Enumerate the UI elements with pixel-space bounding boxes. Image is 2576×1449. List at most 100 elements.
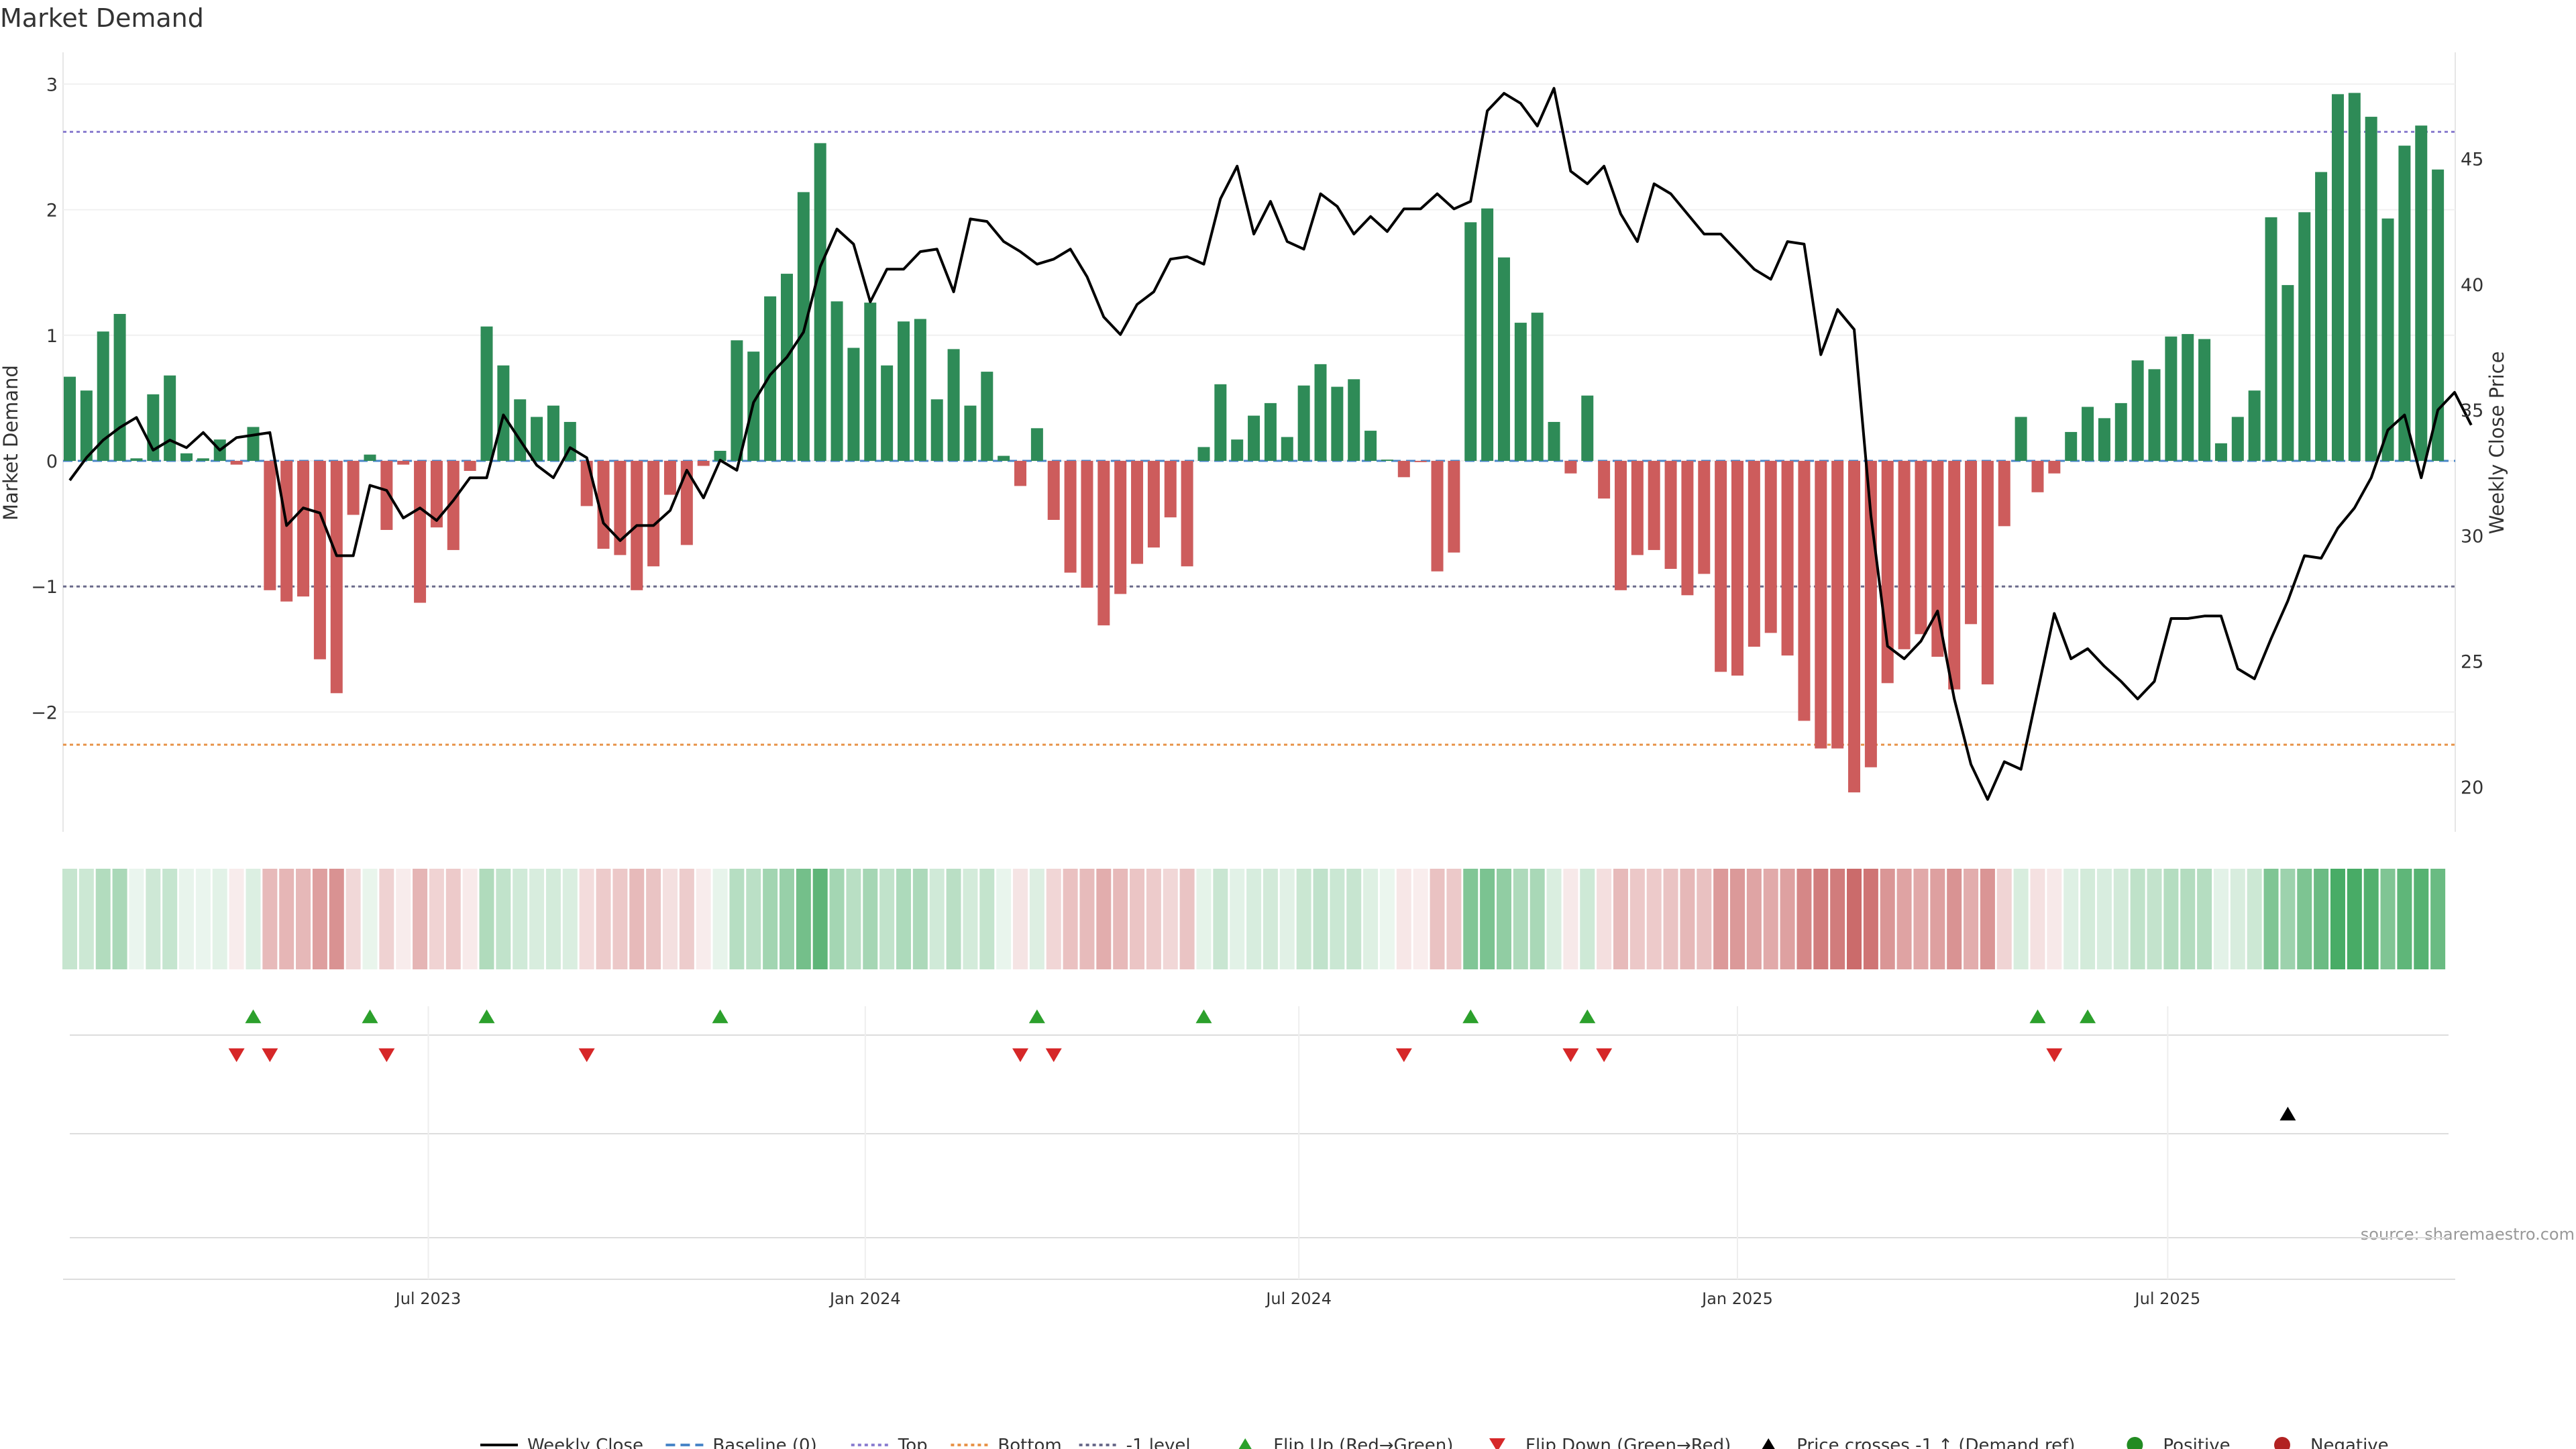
- demand-bar: [330, 461, 343, 694]
- heat-cell: [912, 869, 928, 969]
- y-tick-label-right: 35: [2461, 400, 2483, 421]
- demand-bar: [1314, 364, 1327, 461]
- demand-bar: [1281, 437, 1293, 461]
- heat-cell: [479, 869, 494, 969]
- demand-bar: [1681, 461, 1694, 596]
- demand-bar: [1381, 460, 1393, 461]
- demand-bar: [1581, 395, 1594, 461]
- heat-cell: [2197, 869, 2212, 969]
- demand-bar: [2415, 125, 2428, 461]
- demand-bar: [364, 454, 376, 461]
- heat-cell: [1546, 869, 1562, 969]
- heat-cell: [229, 869, 244, 969]
- heat-cell: [1346, 869, 1362, 969]
- demand-bar: [547, 405, 559, 461]
- y-tick-label-right: 45: [2461, 150, 2483, 170]
- heat-cell: [2314, 869, 2329, 969]
- heat-cell: [2363, 869, 2379, 969]
- demand-bar: [1531, 313, 1544, 461]
- heat-cell: [1179, 869, 1195, 969]
- demand-bar: [430, 461, 443, 528]
- heat-cell: [2163, 869, 2179, 969]
- heat-cell: [262, 869, 278, 969]
- demand-bar: [663, 461, 676, 495]
- heat-cell: [929, 869, 945, 969]
- demand-bar: [130, 458, 143, 461]
- heat-cell: [1279, 869, 1295, 969]
- heat-cell: [312, 869, 327, 969]
- source-note: source: sharemaestro.com: [2361, 1225, 2575, 1244]
- demand-bar: [1164, 461, 1177, 518]
- heat-cell: [1230, 869, 1245, 969]
- price-line-layer: [68, 87, 2473, 801]
- heat-cell: [1396, 869, 1411, 969]
- demand-bar: [264, 461, 276, 590]
- heat-cell: [78, 869, 94, 969]
- heat-cell: [179, 869, 195, 969]
- heat-cell: [529, 869, 545, 969]
- demand-bar: [2065, 431, 2078, 461]
- demand-bar: [2315, 172, 2328, 461]
- demand-bar: [464, 461, 476, 471]
- demand-bar: [1030, 428, 1043, 461]
- demand-bar: [2214, 443, 2227, 461]
- heat-cell: [212, 869, 227, 969]
- heat-cell: [1947, 869, 1962, 969]
- heat-cell: [1046, 869, 1061, 969]
- heat-cell: [1430, 869, 1445, 969]
- demand-bar: [2098, 418, 2110, 461]
- heat-cell: [696, 869, 711, 969]
- heat-cell: [513, 869, 528, 969]
- y-tick-label-left: 1: [46, 326, 58, 347]
- demand-bar: [2432, 169, 2445, 462]
- heat-cell: [62, 869, 77, 969]
- heat-cell: [879, 869, 895, 969]
- heat-cell: [1930, 869, 1945, 969]
- demand-bar: [881, 365, 894, 461]
- heat-cell: [2414, 869, 2429, 969]
- heat-cell: [413, 869, 428, 969]
- heat-cell: [796, 869, 811, 969]
- demand-bar: [2381, 218, 2394, 461]
- heat-cell: [2180, 869, 2196, 969]
- demand-bar: [2282, 284, 2294, 461]
- flip-up-marker: [1028, 1009, 1045, 1024]
- demand-bar: [247, 427, 260, 461]
- heat-cell: [445, 869, 461, 969]
- demand-bar: [830, 301, 843, 461]
- flip-down-marker: [228, 1048, 245, 1063]
- x-tick-label: Jan 2025: [1701, 1289, 1773, 1308]
- heat-cell: [2113, 869, 2129, 969]
- heat-cell: [629, 869, 645, 969]
- demand-bar: [1397, 461, 1410, 478]
- heat-cell: [1713, 869, 1729, 969]
- heat-cell: [1146, 869, 1161, 969]
- heat-cell: [2247, 869, 2262, 969]
- legend-swatch: [1238, 1438, 1252, 1449]
- demand-bar: [1848, 461, 1861, 793]
- heat-cell: [296, 869, 311, 969]
- demand-bar: [1331, 386, 1344, 461]
- demand-bar: [1214, 384, 1227, 461]
- demand-bar: [1297, 385, 1310, 461]
- x-tick-label: Jul 2024: [1265, 1289, 1332, 1308]
- x-tick-label: Jul 2023: [394, 1289, 462, 1308]
- demand-bar: [347, 461, 360, 515]
- demand-heatstrip: [62, 869, 2446, 969]
- heat-cell: [1880, 869, 1895, 969]
- demand-bar: [1831, 461, 1844, 749]
- heat-cell: [1913, 869, 1929, 969]
- y-axis-left-label: Market Demand: [0, 365, 22, 521]
- y-tick-label-right: 30: [2461, 526, 2483, 547]
- demand-bar: [680, 461, 693, 545]
- demand-bar: [780, 274, 793, 461]
- heat-cell: [863, 869, 878, 969]
- legend-label: Top: [898, 1436, 928, 1449]
- x-tick-labels: Jul 2023 Jan 2024 Jul 2024 Jan 2025 Jul 2025: [394, 1289, 2201, 1308]
- demand-bar: [1264, 402, 1277, 461]
- heat-cell: [1413, 869, 1428, 969]
- heat-cell: [2297, 869, 2312, 969]
- heat-cell: [1529, 869, 1545, 969]
- heat-cell: [1480, 869, 1495, 969]
